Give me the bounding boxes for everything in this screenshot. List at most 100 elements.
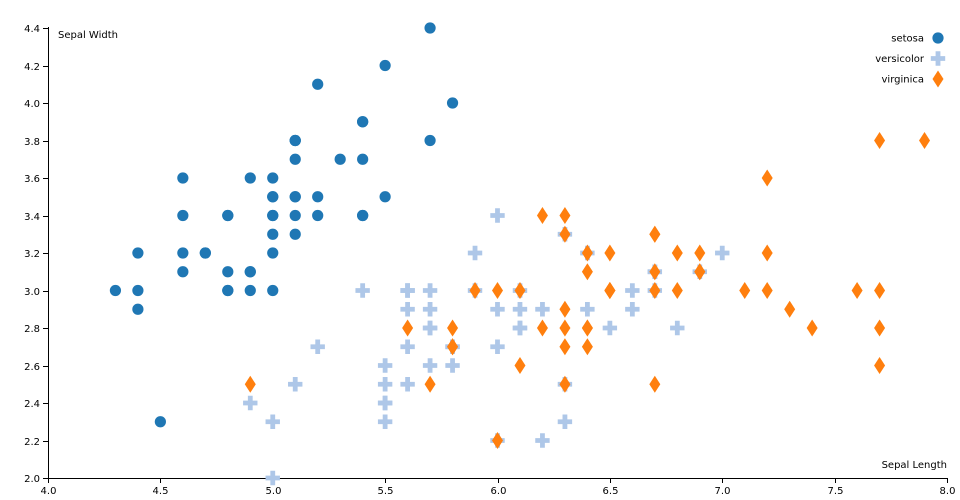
virginica-point (424, 375, 436, 393)
versicolor-point (422, 358, 438, 373)
setosa-point (177, 266, 189, 278)
versicolor-point (535, 302, 550, 317)
virginica-point (447, 338, 459, 356)
setosa-point (267, 209, 279, 222)
setosa-point (424, 134, 436, 147)
virginica-point (581, 263, 593, 281)
x-tick-label: 6.5 (603, 486, 619, 497)
y-tick-label: 2.0 (24, 474, 40, 485)
setosa-point (357, 209, 369, 222)
versicolor-point (400, 283, 415, 298)
setosa-point (379, 191, 391, 203)
virginica-point (671, 244, 683, 262)
y-tick-label: 4.2 (24, 62, 40, 73)
virginica-point (447, 319, 459, 337)
y-tick-label: 3.8 (24, 137, 40, 148)
virginica-point (559, 319, 571, 337)
legend: setosa versicolor virginica (875, 32, 946, 88)
setosa-point (267, 284, 279, 297)
setosa-point (267, 191, 279, 203)
virginica-point (559, 375, 571, 393)
versicolor-point (535, 433, 550, 448)
virginica-point (604, 282, 616, 299)
virginica-point (919, 132, 931, 149)
versicolor-point (625, 283, 640, 298)
versicolor-point (377, 395, 393, 411)
legend-label: versicolor (875, 54, 925, 65)
virginica-point (649, 263, 661, 281)
setosa-point (177, 247, 189, 259)
series-versicolor (243, 208, 730, 486)
versicolor-point (602, 320, 618, 336)
setosa-point (244, 284, 256, 297)
legend-symbol-setosa (932, 32, 944, 44)
y-tick-label: 3.2 (24, 249, 40, 260)
x-tick-label: 4.0 (41, 486, 57, 497)
x-tick-label: 4.5 (153, 486, 169, 497)
setosa-point (334, 153, 346, 165)
virginica-point (514, 357, 526, 374)
series-setosa (109, 22, 459, 428)
legend-symbol-virginica (932, 70, 944, 88)
versicolor-point (243, 395, 258, 411)
y-tick-label: 3.0 (24, 287, 40, 298)
virginica-point (851, 282, 863, 299)
versicolor-point (512, 302, 528, 317)
setosa-point (379, 59, 391, 72)
versicolor-point (400, 339, 415, 354)
y-tick-label: 3.4 (24, 212, 40, 223)
data-points (109, 22, 931, 486)
x-tick-label: 7.5 (828, 486, 844, 497)
virginica-point (761, 244, 773, 262)
virginica-point (649, 282, 661, 299)
series-virginica (244, 132, 931, 449)
versicolor-point (490, 208, 505, 223)
setosa-point (289, 191, 301, 203)
setosa-point (132, 284, 144, 297)
setosa-point (222, 209, 234, 222)
setosa-point (312, 78, 324, 90)
legend-item-versicolor: versicolor (875, 51, 946, 66)
virginica-point (559, 225, 571, 243)
versicolor-point (377, 377, 393, 392)
y-tick-label: 3.6 (24, 174, 40, 185)
versicolor-point (265, 414, 280, 429)
versicolor-point (377, 358, 393, 373)
virginica-point (874, 357, 886, 374)
virginica-point (784, 300, 796, 318)
virginica-point (874, 319, 886, 337)
virginica-point (581, 338, 593, 356)
x-ticks: 4.0 4.5 5.0 5.5 6.0 6.5 7.0 7.5 8.0 (41, 478, 955, 497)
setosa-point (177, 172, 189, 184)
versicolor-point (715, 245, 730, 261)
versicolor-point (310, 339, 325, 354)
virginica-point (469, 282, 481, 299)
x-axis-title: Sepal Length (882, 460, 947, 471)
setosa-point (132, 247, 144, 259)
legend-item-virginica: virginica (882, 70, 944, 88)
virginica-point (536, 207, 548, 224)
setosa-point (267, 228, 279, 240)
versicolor-point (557, 414, 573, 429)
x-tick-label: 6.0 (491, 486, 507, 497)
legend-label: virginica (882, 75, 925, 86)
y-tick-label: 4.0 (24, 99, 40, 110)
versicolor-point (422, 283, 438, 298)
setosa-point (289, 153, 301, 165)
y-axis-title: Sepal Width (58, 30, 118, 41)
virginica-point (402, 319, 414, 337)
virginica-point (739, 282, 751, 299)
setosa-point (424, 22, 436, 34)
virginica-point (761, 169, 773, 187)
virginica-point (581, 244, 593, 262)
y-ticks: 2.0 2.2 2.4 2.6 2.8 3.0 3.2 3.4 3.6 3.8 4.0 4.2 4.4 (24, 24, 48, 485)
versicolor-point (400, 377, 415, 392)
versicolor-point (445, 358, 460, 373)
virginica-point (694, 244, 706, 262)
versicolor-point (467, 245, 483, 261)
setosa-point (267, 172, 279, 184)
setosa-point (222, 284, 234, 297)
versicolor-point (512, 320, 528, 336)
y-tick-label: 2.8 (24, 324, 40, 335)
